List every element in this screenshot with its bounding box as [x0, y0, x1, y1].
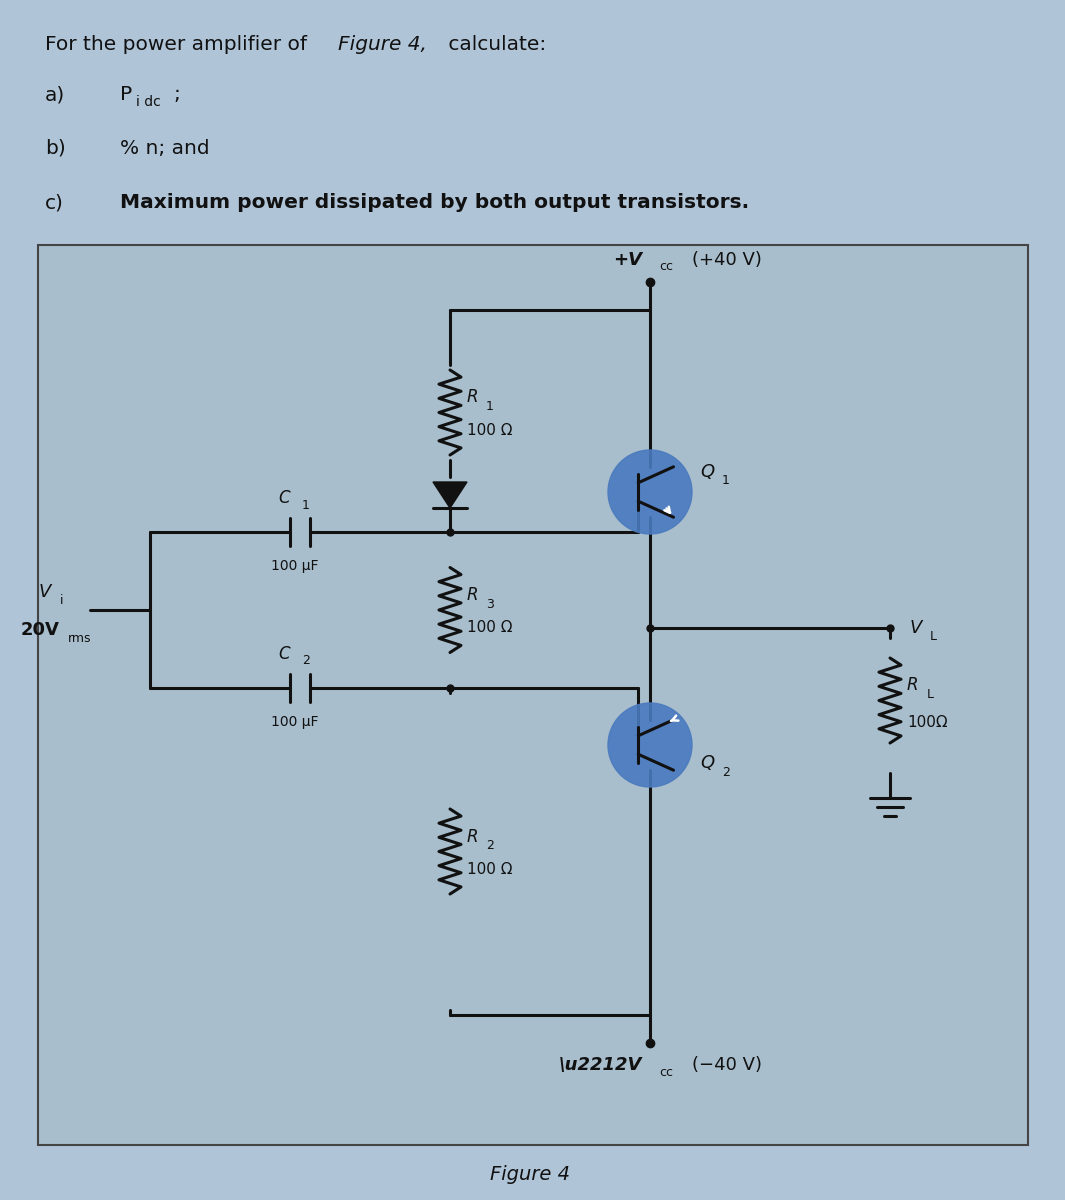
Text: i: i — [60, 594, 64, 606]
Circle shape — [608, 450, 692, 534]
Text: calculate:: calculate: — [442, 36, 546, 54]
Text: 2: 2 — [486, 839, 494, 852]
Text: R: R — [466, 389, 478, 407]
Text: 100 Ω: 100 Ω — [466, 620, 512, 636]
Text: \u2212V: \u2212V — [559, 1056, 642, 1074]
Text: V: V — [910, 619, 922, 637]
Text: 100 μF: 100 μF — [272, 715, 318, 728]
Text: 3: 3 — [486, 598, 494, 611]
Text: 2: 2 — [722, 766, 730, 779]
Text: Figure 4: Figure 4 — [490, 1165, 570, 1184]
Text: Maximum power dissipated by both output transistors.: Maximum power dissipated by both output … — [120, 193, 749, 212]
Text: 100Ω: 100Ω — [907, 715, 948, 730]
Circle shape — [608, 703, 692, 787]
Polygon shape — [433, 482, 466, 508]
Bar — [38, 245, 1028, 1145]
Text: V: V — [38, 583, 51, 601]
Text: a): a) — [45, 85, 65, 104]
Text: 1: 1 — [302, 498, 310, 511]
Text: cc: cc — [659, 260, 673, 274]
Text: (−40 V): (−40 V) — [692, 1056, 761, 1074]
Text: c): c) — [45, 193, 64, 212]
Text: 100 Ω: 100 Ω — [466, 422, 512, 438]
Text: cc: cc — [659, 1066, 673, 1079]
Text: 20V: 20V — [20, 622, 60, 638]
Text: L: L — [930, 630, 937, 642]
Text: For the power amplifier of: For the power amplifier of — [45, 36, 313, 54]
Text: (+40 V): (+40 V) — [692, 251, 761, 269]
Text: 100 μF: 100 μF — [272, 559, 318, 572]
Text: b): b) — [45, 138, 66, 157]
Text: i dc: i dc — [136, 95, 161, 109]
Text: C: C — [278, 490, 290, 506]
Text: R: R — [466, 586, 478, 604]
Text: P: P — [120, 85, 132, 104]
Text: % n; and: % n; and — [120, 138, 210, 157]
Text: C: C — [278, 646, 290, 662]
Text: R: R — [466, 828, 478, 846]
Text: Q: Q — [700, 463, 715, 481]
Text: 100 Ω: 100 Ω — [466, 862, 512, 877]
Text: rms: rms — [68, 631, 92, 644]
Text: ;: ; — [173, 85, 180, 104]
Text: Q: Q — [700, 754, 715, 772]
Text: +V: +V — [613, 251, 642, 269]
Text: 2: 2 — [302, 654, 310, 667]
Text: Figure 4,: Figure 4, — [338, 36, 427, 54]
Text: 1: 1 — [722, 474, 730, 487]
Text: R: R — [907, 677, 918, 695]
Text: 1: 1 — [486, 400, 494, 413]
Text: L: L — [927, 688, 934, 701]
